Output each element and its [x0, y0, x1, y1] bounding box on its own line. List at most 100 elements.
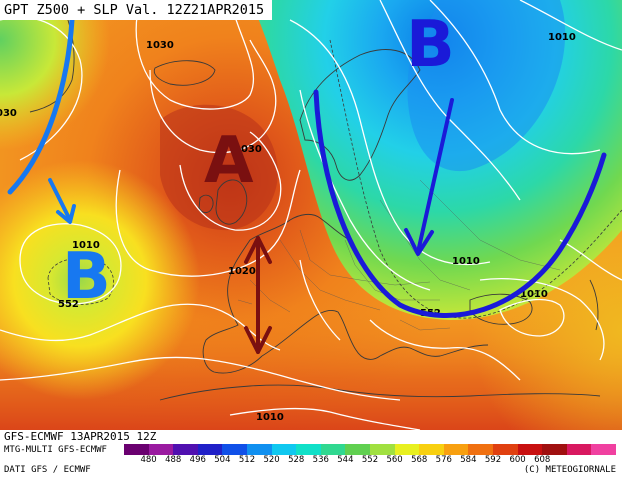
- isobar-label: 1030: [146, 40, 174, 51]
- scale-swatch: [148, 444, 174, 455]
- isobar-6: [19, 223, 122, 305]
- scale-tick-label: 568: [411, 455, 428, 465]
- scale-tick-label: 480: [140, 455, 157, 465]
- isobar-12: [379, 0, 521, 201]
- isobar-13: [429, 0, 601, 155]
- coast-iceland: [153, 60, 216, 86]
- isobars: [0, 0, 622, 430]
- copyright-label: (C) METEOGIORNALE: [523, 465, 616, 475]
- coast-black-sea: [469, 293, 533, 325]
- high-pressure-label: A: [204, 124, 254, 198]
- scale-tick-label: 512: [238, 455, 256, 465]
- coastlines: [29, 0, 601, 401]
- trough-arrow-east: [416, 98, 454, 254]
- border-3: [344, 239, 440, 301]
- scale-swatch: [566, 444, 592, 455]
- scale-swatch: [468, 444, 493, 455]
- isobar-8: [0, 356, 401, 401]
- scale-swatch: [517, 444, 543, 455]
- scale-swatch: [419, 444, 444, 455]
- annotation-arrows: [7, 17, 607, 354]
- isobar-11: [289, 19, 491, 266]
- isobar-19: [299, 259, 341, 341]
- scale-tick-label: 504: [214, 455, 231, 465]
- trough-arrow-east-head: [404, 228, 434, 256]
- isobar-14: [519, 0, 622, 51]
- contour-552-east: [329, 39, 622, 319]
- ridge-arrow-head-bottom: [244, 326, 272, 354]
- low-pressure-label-northeast: B: [406, 8, 455, 82]
- color-scale-ticks: 480 488 496 504 512 520 528 536 544 552 560 568 576 5…: [124, 455, 616, 467]
- contour-552-west: [47, 258, 114, 305]
- isobar-4: [179, 131, 282, 231]
- scale-swatch: [197, 444, 223, 455]
- isobar-2: [135, 0, 255, 110]
- scale-swatch: [591, 444, 616, 455]
- trough-line-east: [313, 89, 607, 318]
- scale-swatch: [394, 444, 420, 455]
- coast-britain: [215, 179, 248, 225]
- scale-swatch: [320, 444, 346, 455]
- scale-swatch: [492, 444, 518, 455]
- scale-swatch: [246, 444, 272, 455]
- low-pressure-label-west: B: [62, 240, 111, 314]
- coast-scandinavia: [299, 49, 421, 181]
- country-borders: [237, 179, 561, 331]
- border-5: [419, 179, 561, 271]
- isobar-label: 1010: [72, 240, 100, 251]
- scale-swatch: [173, 444, 198, 455]
- isobar-15: [479, 278, 605, 361]
- map-title: GPT Z500 + SLP Val. 12Z21APR2015: [0, 0, 273, 20]
- scale-swatch: [542, 444, 567, 455]
- trough-arrow-west-head: [56, 204, 76, 224]
- coast-iberia: [202, 239, 263, 374]
- isobar-label: 1010: [256, 412, 284, 423]
- trough-line-west: [7, 17, 75, 195]
- scale-tick-label: 552: [361, 455, 379, 465]
- scale-tick-label: 600: [509, 455, 526, 465]
- coast-greece: [379, 344, 489, 357]
- scale-tick-label: 496: [189, 455, 206, 465]
- scale-tick-label: 544: [337, 455, 354, 465]
- scale-tick-label: 536: [312, 455, 329, 465]
- isobar-label-partial: 030: [0, 108, 17, 119]
- isobar-label: 1010: [520, 289, 548, 300]
- isobar-label: 1020: [228, 266, 256, 277]
- border-1: [279, 239, 381, 311]
- coast-north-africa: [159, 384, 601, 401]
- isobar-10: [299, 89, 431, 291]
- coast-caspian: [589, 279, 599, 331]
- trough-arrow-west: [48, 178, 72, 222]
- scale-tick-label: 560: [386, 455, 403, 465]
- border-7: [237, 299, 253, 305]
- scale-tick-label: 520: [263, 455, 280, 465]
- coast-north-sea: [249, 213, 351, 241]
- data-source-label: DATI GFS / ECMWF: [4, 465, 91, 475]
- coast-italy: [261, 309, 381, 360]
- coast-ireland: [198, 194, 214, 213]
- scale-tick-label: 592: [484, 455, 502, 465]
- color-scale-bar: [124, 444, 616, 455]
- isobar-3: [149, 39, 277, 154]
- scale-tick-label: 576: [435, 455, 452, 465]
- product-label: MTG-MULTI GFS-ECMWF: [4, 445, 107, 455]
- contour-552: [47, 39, 622, 319]
- contour-552-label: 552: [58, 299, 79, 310]
- ridge-arrow-head-top: [244, 236, 272, 264]
- footer: GFS-ECMWF 13APR2015 12Z MTG-MULTI GFS-EC…: [0, 430, 622, 480]
- isobar-16: [499, 298, 565, 337]
- isobar-label: 1010: [452, 256, 480, 267]
- isobar-label: 1010: [548, 32, 576, 43]
- scale-tick-label: 528: [288, 455, 305, 465]
- isobar-18: [369, 319, 521, 381]
- scale-swatch: [443, 444, 469, 455]
- scale-swatch: [296, 444, 321, 455]
- map-canvas: 030 1030 1030 1010 1020 1010 1010 1010 1…: [0, 0, 622, 430]
- isobar-9: [229, 407, 421, 430]
- isobar-label: 1030: [234, 144, 262, 155]
- geopotential-high-core: [160, 104, 278, 231]
- scale-swatch: [222, 444, 247, 455]
- scale-swatch: [345, 444, 370, 455]
- isobar-5: [115, 169, 301, 277]
- model-run-label: GFS-ECMWF 13APR2015 12Z: [4, 430, 157, 443]
